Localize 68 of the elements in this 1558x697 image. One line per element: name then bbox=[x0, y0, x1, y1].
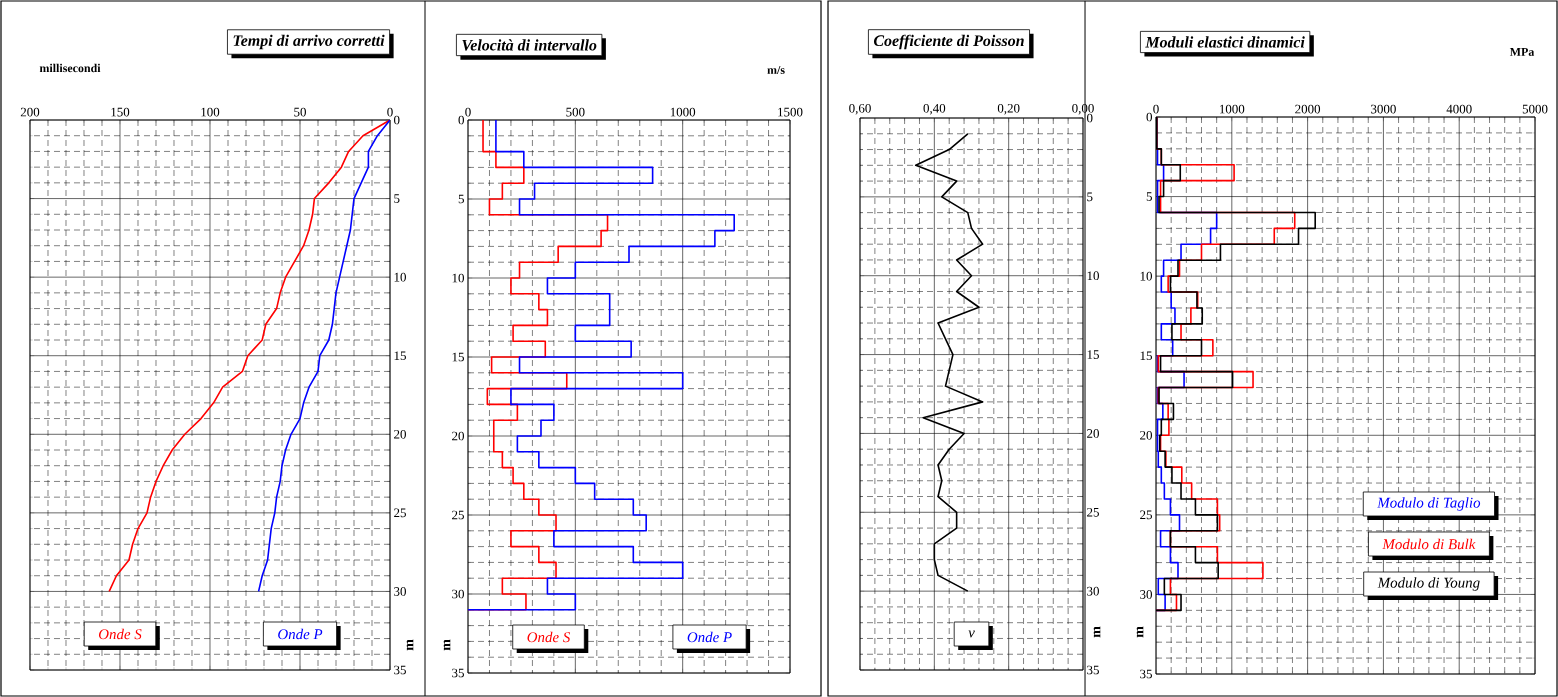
y-tick-label: 20 bbox=[394, 429, 406, 439]
y-tick-label: 30 bbox=[1087, 586, 1099, 596]
x-tick-label: 2000 bbox=[1295, 104, 1321, 114]
y-tick-label: 20 bbox=[1087, 429, 1099, 438]
text: Onde S bbox=[98, 628, 142, 640]
text: Onde P bbox=[687, 631, 732, 643]
y-tick-label: 35 bbox=[1140, 669, 1152, 679]
x-tick-label: 0 bbox=[387, 107, 393, 117]
series-label: Onde S bbox=[527, 631, 571, 643]
chart-title: Moduli elastici dinamici bbox=[1145, 36, 1305, 48]
x-tick-label: 0,40 bbox=[923, 103, 946, 115]
x-tick-label: 500 bbox=[566, 107, 585, 117]
y-tick-label: 35 bbox=[1087, 665, 1099, 675]
y-tick-label: 0 bbox=[394, 115, 400, 125]
y-tick-label: 0 bbox=[458, 115, 464, 125]
y-tick-label: 10 bbox=[1087, 271, 1099, 281]
y-tick-label: 15 bbox=[1087, 350, 1099, 359]
y-tick-label: 5 bbox=[1146, 192, 1152, 201]
x-axis-title: MPa bbox=[1509, 48, 1535, 56]
x-tick-label: 0 bbox=[465, 107, 471, 117]
x-tick-label: 1000 bbox=[670, 107, 696, 117]
y-tick-label: 25 bbox=[1087, 507, 1099, 517]
x-axis-title: millisecondi bbox=[39, 63, 101, 73]
text: Onde P bbox=[278, 628, 323, 640]
x-tick-label: 0,20 bbox=[997, 103, 1020, 115]
y-axis-title: m bbox=[1093, 626, 1101, 638]
x-axis-title: m/s bbox=[767, 66, 785, 74]
y-tick-label: 25 bbox=[394, 508, 406, 518]
x-tick-label: 150 bbox=[111, 107, 130, 117]
x-tick-label: 100 bbox=[201, 107, 220, 117]
text: Modulo di Bulk bbox=[1382, 538, 1476, 550]
y-axis-title: m bbox=[1136, 626, 1144, 638]
y-tick-label: 5 bbox=[1087, 192, 1093, 202]
y-tick-label: 10 bbox=[394, 272, 406, 282]
chart-title: Tempi di arrivo corretti bbox=[233, 34, 385, 50]
x-tick-label: 0 bbox=[1153, 104, 1159, 114]
y-tick-label: 10 bbox=[1140, 271, 1152, 281]
y-tick-label: 20 bbox=[1140, 430, 1152, 440]
y-tick-label: 20 bbox=[452, 431, 464, 441]
y-tick-label: 10 bbox=[452, 273, 464, 283]
y-tick-label: 25 bbox=[1140, 510, 1152, 520]
y-tick-label: 30 bbox=[1140, 590, 1152, 599]
y-tick-label: 5 bbox=[394, 194, 400, 203]
y-tick-label: 15 bbox=[1140, 351, 1152, 361]
x-tick-label: 3000 bbox=[1371, 104, 1396, 114]
y-tick-label: 15 bbox=[394, 351, 406, 361]
x-tick-label: 4000 bbox=[1446, 104, 1472, 114]
y-axis-title: m bbox=[406, 639, 414, 651]
y-tick-label: 25 bbox=[452, 510, 464, 520]
y-tick-label: 15 bbox=[452, 352, 464, 362]
chart-title: Velocità di intervallo bbox=[462, 39, 597, 51]
y-tick-label: 30 bbox=[394, 587, 406, 596]
y-tick-label: 5 bbox=[458, 194, 464, 204]
text: Modulo di Young bbox=[1377, 577, 1480, 591]
text: ν bbox=[968, 630, 975, 638]
chart-title: Coefficiente di Poisson bbox=[873, 34, 1024, 50]
x-tick-label: 1500 bbox=[778, 107, 803, 117]
y-axis-title: m bbox=[443, 639, 451, 651]
x-tick-label: 1000 bbox=[1220, 104, 1245, 114]
x-tick-label: 200 bbox=[20, 107, 40, 117]
x-tick-label: 5000 bbox=[1522, 104, 1548, 114]
y-tick-label: 30 bbox=[452, 589, 464, 599]
x-tick-label: 0,00 bbox=[1072, 103, 1094, 115]
y-tick-label: 35 bbox=[394, 665, 406, 675]
x-tick-label: 0,60 bbox=[849, 103, 871, 115]
y-tick-label: 35 bbox=[452, 668, 464, 678]
x-tick-label: 50 bbox=[294, 107, 306, 117]
text: Modulo di Taglio bbox=[1377, 497, 1481, 511]
